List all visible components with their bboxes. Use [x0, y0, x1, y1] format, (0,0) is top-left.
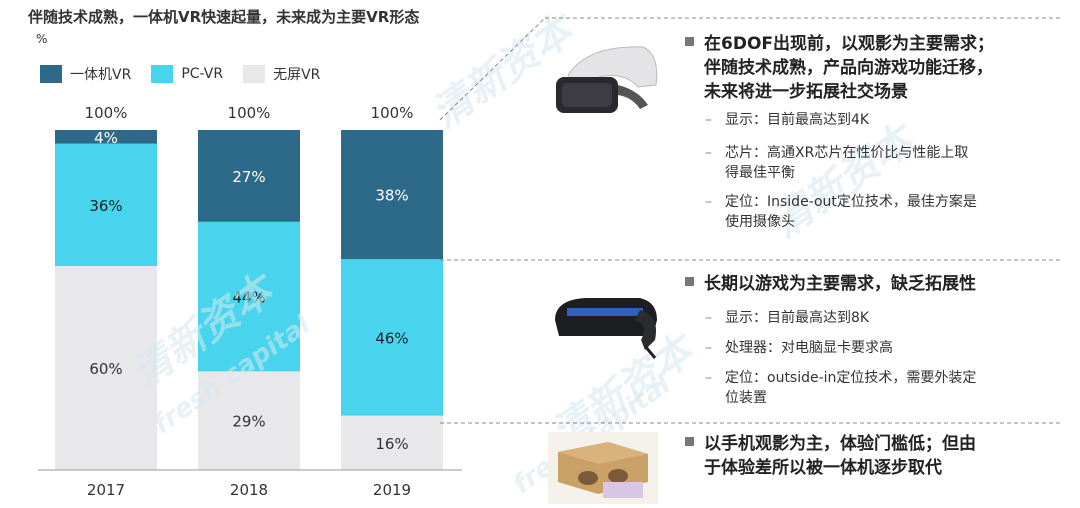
legend-swatch-pcvr [151, 65, 174, 83]
data-label-2017-0: 60% [89, 360, 122, 378]
panel-2-item-3-text-2: 位装置 [725, 390, 767, 406]
bar-segment-2019-0 [341, 415, 443, 470]
bar-segment-2017-2 [55, 130, 157, 144]
bar-segment-2018-2 [198, 130, 300, 222]
panel-2-item-3: – 定位：outside-in定位技术，需要外装定 位装置 [705, 368, 976, 408]
unit-label: % [36, 32, 48, 46]
x-tick-label-2019: 2019 [373, 481, 411, 499]
panel-1-item-1: – 显示：目前最高达到4K [705, 110, 869, 130]
legend-item-pcvr: PC-VR [151, 64, 223, 84]
dash-icon: – [705, 340, 712, 356]
panel-2-item-3-text-1: 定位：outside-in定位技术，需要外装定 [725, 370, 977, 386]
panel-1-title-line-3: 未来将进一步拓展社交场景 [704, 82, 908, 102]
bar-segment-2017-0 [55, 266, 157, 470]
legend-item-standalone: 一体机VR [40, 64, 131, 84]
data-label-2018-1: 44% [232, 289, 265, 307]
panel-2-title-line-1: 长期以游戏为主要需求，缺乏拓展性 [704, 274, 976, 294]
legend-swatch-standalone [40, 65, 62, 83]
standalone-vr-headset-icon [556, 46, 658, 113]
bar-segment-2019-1 [341, 259, 443, 416]
dash-icon: – [705, 310, 712, 326]
legend-item-screenless: 无屏VR [243, 64, 320, 84]
bar-segment-2018-1 [198, 221, 300, 372]
panel-1-item-3-text-1: 定位：Inside-out定位技术，最佳方案是 [725, 194, 977, 210]
panel-2-title: 长期以游戏为主要需求，缺乏拓展性 [685, 272, 976, 296]
data-label-2019-2: 38% [375, 187, 408, 205]
data-label-2017-1: 36% [89, 197, 122, 215]
bullet-square-icon [685, 37, 694, 46]
total-label-2017: 100% [85, 104, 128, 122]
panel-3-title-line-1: 以手机观影为主，体验门槛低；但由 [704, 434, 976, 454]
panel-1-item-2-text-2: 得最佳平衡 [725, 165, 795, 181]
panel-1-item-3-text-2: 使用摄像头 [725, 214, 795, 230]
panel-1-item-2-text-1: 芯片：高通XR芯片在性价比与性能上取 [725, 145, 969, 161]
panel-3-title: 以手机观影为主，体验门槛低；但由 于体验差所以被一体机逐步取代 [685, 432, 976, 480]
total-label-2018: 100% [228, 104, 271, 122]
data-label-2018-0: 29% [232, 413, 265, 431]
legend-label-screenless: 无屏VR [273, 67, 321, 83]
data-label-2019-1: 46% [375, 329, 408, 347]
stacked-bar-chart: 60% 36% 4% 100% 2017 29% 44% 27% 100% 2018 16% 46% 3… [38, 104, 462, 499]
pc-vr-headset-icon [555, 298, 657, 359]
panel-1-item-1-text: 显示：目前最高达到4K [725, 112, 870, 128]
panel-1-title-line-2: 伴随技术成熟，产品向游戏功能迁移， [704, 58, 993, 78]
dash-icon: – [705, 145, 712, 161]
data-label-2017-2: 4% [94, 129, 118, 147]
bar-segment-2018-0 [198, 371, 300, 470]
panel-2-item-1: – 显示：目前最高达到8K [705, 308, 869, 328]
x-tick-label-2018: 2018 [230, 481, 268, 499]
panel-1-item-3: – 定位：Inside-out定位技术，最佳方案是 使用摄像头 [705, 192, 977, 232]
chart-title: 伴随技术成熟，一体机VR快速起量，未来成为主要VR形态 [28, 8, 420, 26]
legend-label-pcvr: PC-VR [181, 66, 224, 82]
bullet-square-icon [685, 437, 694, 446]
panel-1-title-line-1: 在6DOF出现前，以观影为主要需求； [704, 34, 995, 54]
data-label-2019-0: 16% [375, 435, 408, 453]
total-label-2019: 100% [371, 104, 414, 122]
panel-1-title: 在6DOF出现前，以观影为主要需求； 伴随技术成熟，产品向游戏功能迁移， 未来将… [685, 32, 994, 104]
bar-segment-2019-2 [341, 130, 443, 260]
legend-swatch-screenless [243, 65, 266, 83]
data-label-2018-2: 27% [232, 168, 265, 186]
dash-icon: – [705, 370, 712, 386]
bullet-square-icon [685, 277, 694, 286]
panel-1-item-2: – 芯片：高通XR芯片在性价比与性能上取 得最佳平衡 [705, 143, 968, 183]
panel-3-title-line-2: 于体验差所以被一体机逐步取代 [704, 458, 942, 478]
legend-label-standalone: 一体机VR [70, 67, 132, 83]
cardboard-vr-icon [548, 432, 658, 504]
panel-2-item-2: – 处理器：对电脑显卡要求高 [705, 338, 893, 358]
dash-icon: – [705, 112, 712, 128]
x-tick-label-2017: 2017 [87, 481, 125, 499]
bar-segment-2017-1 [55, 143, 157, 266]
legend: 一体机VR PC-VR 无屏VR [40, 64, 320, 84]
panel-2-item-2-text: 处理器：对电脑显卡要求高 [725, 340, 893, 356]
dash-icon: – [705, 194, 712, 210]
panel-2-item-1-text: 显示：目前最高达到8K [725, 310, 870, 326]
